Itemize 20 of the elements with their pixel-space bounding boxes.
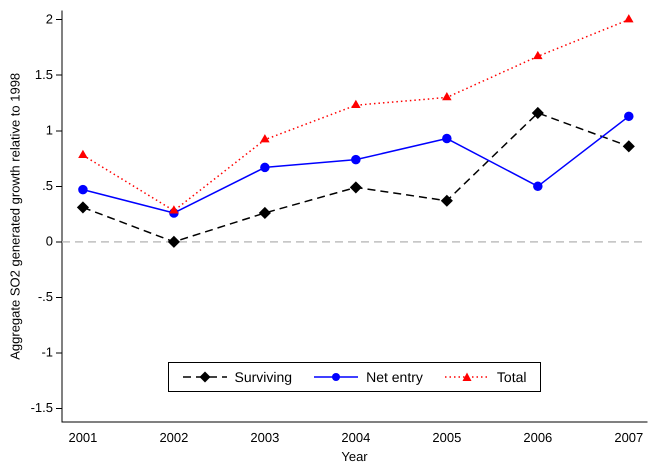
y-tick-label: 2 — [46, 11, 53, 26]
x-axis-title: Year — [341, 448, 368, 464]
legend-label: Total — [496, 368, 526, 385]
y-tick-label: 1.5 — [34, 66, 53, 82]
x-tick-label: 2003 — [250, 430, 280, 446]
x-tick-label: 2005 — [432, 430, 462, 446]
y-tick-label: 1 — [46, 122, 53, 138]
legend-label: Surviving — [234, 368, 292, 385]
y-tick-label: .5 — [42, 178, 53, 193]
x-tick-label: 2007 — [614, 430, 644, 446]
x-tick-label: 2004 — [341, 430, 370, 446]
x-tick-label: 2006 — [523, 430, 552, 446]
x-tick-label: 2001 — [68, 430, 98, 446]
y-axis-title: Aggregate SO2 generated growth relative to 1998 — [7, 72, 22, 360]
y-tick-label: -1 — [41, 344, 53, 360]
x-tick-label: 2002 — [159, 430, 188, 446]
y-tick-label: -.5 — [38, 288, 53, 304]
y-tick-label: 0 — [46, 233, 53, 248]
y-tick-label: -1.5 — [30, 400, 53, 416]
legend-label: Net entry — [366, 368, 423, 385]
